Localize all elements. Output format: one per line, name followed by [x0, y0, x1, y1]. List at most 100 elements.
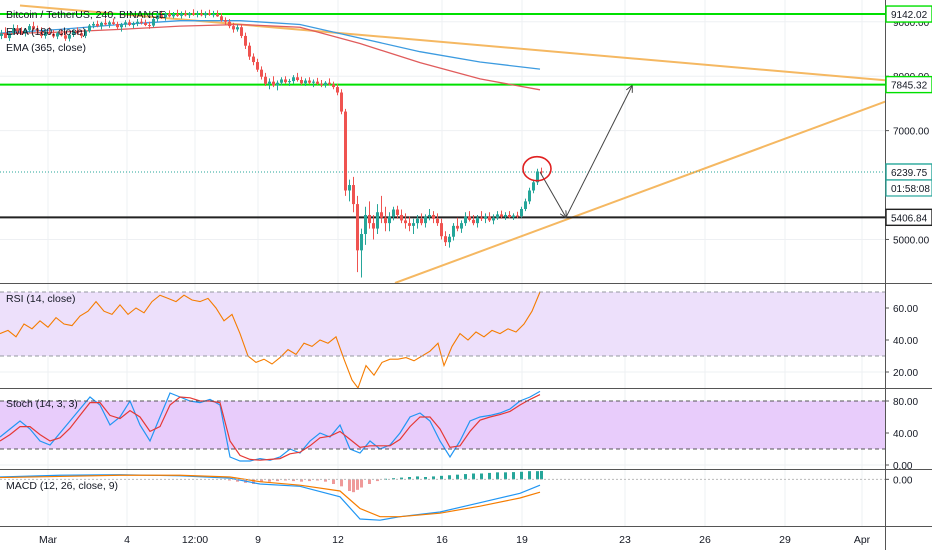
candle-body: [52, 33, 55, 37]
candle-body: [304, 80, 307, 84]
candle-body: [196, 13, 199, 15]
candle-body: [112, 22, 115, 24]
stoch-tick: 40.00: [893, 429, 918, 440]
macd-histogram-bar: [408, 477, 411, 480]
macd-histogram-bar: [360, 479, 363, 488]
candle-body: [512, 215, 515, 218]
horizontal-levels: [0, 13, 885, 219]
candle-body: [372, 223, 375, 229]
candle-body: [416, 218, 419, 224]
candle-body: [540, 171, 543, 173]
ema180-label: EMA (180, close): [6, 26, 86, 38]
annotations: [522, 86, 632, 217]
macd-histogram-bar: [300, 479, 303, 482]
candle-body: [324, 82, 327, 85]
candle-body: [284, 79, 287, 83]
time-tick: 9: [255, 534, 261, 546]
candle-body: [524, 201, 527, 209]
candle-body: [216, 14, 219, 17]
stoch-d-line: [0, 394, 541, 461]
candle-body: [108, 22, 111, 25]
price-label: 9142.02: [891, 10, 928, 21]
candle-body: [236, 27, 239, 30]
stoch-tick: 80.00: [893, 397, 918, 408]
candle-body: [296, 77, 299, 81]
macd-histogram-bar: [432, 476, 435, 480]
macd-histogram-bar: [512, 472, 515, 480]
macd-histogram-bar: [488, 472, 491, 480]
candle-body: [388, 216, 391, 224]
candle-body: [396, 209, 399, 215]
candle-body: [208, 13, 211, 15]
candle-body: [276, 82, 279, 86]
candle-body: [316, 81, 319, 84]
time-tick: 16: [436, 534, 448, 546]
macd-histogram-bar: [252, 479, 255, 484]
candle-body: [516, 215, 519, 217]
macd-histogram-bar: [276, 479, 279, 482]
macd-histogram-bar: [424, 477, 427, 480]
candle-body: [392, 209, 395, 217]
trend-line-lower: [394, 100, 885, 283]
highlight-circle: [522, 155, 552, 182]
candle-body: [528, 190, 531, 202]
candle-body: [64, 35, 67, 39]
candle-body: [44, 32, 47, 36]
chart-title: Bitcoin / TetherUS, 240, BINANCE: [6, 9, 166, 21]
candle-body: [48, 32, 51, 34]
time-tick: 26: [699, 534, 711, 546]
macd-histogram-bar: [464, 474, 467, 480]
candle-body: [332, 84, 335, 88]
candle-body: [176, 14, 179, 16]
time-tick: Apr: [854, 534, 871, 546]
candle-body: [164, 13, 167, 18]
candle-body: [364, 214, 367, 235]
macd-histogram-bar: [332, 479, 335, 484]
price-label: 7845.32: [891, 81, 928, 92]
macd-histogram-bar: [340, 479, 343, 487]
macd-histogram-bar: [528, 471, 531, 480]
candle-body: [412, 223, 415, 226]
candle-body: [240, 27, 243, 36]
rsi-label: RSI (14, close): [6, 293, 75, 305]
candle-body: [84, 31, 87, 36]
macd-histogram-bar: [284, 479, 287, 481]
candle-body: [144, 22, 147, 26]
rsi-tick: 20.00: [893, 368, 918, 379]
price-tick: 7000.00: [893, 127, 930, 138]
candle-body: [76, 31, 79, 34]
candle-body: [500, 214, 503, 217]
candle-body: [264, 76, 267, 84]
macd-histogram-bar: [472, 473, 475, 480]
candles: [0, 9, 543, 278]
price-tick: 5000.00: [893, 235, 930, 246]
candle-body: [448, 236, 451, 243]
time-tick: Mar: [39, 534, 58, 546]
candle-body: [476, 217, 479, 224]
candle-body: [268, 81, 271, 84]
candle-body: [180, 13, 183, 16]
candle-body: [428, 214, 431, 217]
rsi-line: [0, 291, 541, 388]
candle-body: [92, 23, 95, 26]
macd-histogram-bar: [268, 479, 271, 482]
candle-body: [68, 34, 71, 39]
price-label-box: [885, 5, 932, 23]
candle-body: [20, 31, 23, 34]
macd-histogram-bar: [504, 472, 507, 480]
time-tick: 12:00: [182, 534, 208, 546]
candle-body: [260, 69, 263, 77]
macd-histogram-bar: [368, 479, 371, 484]
time-tick: 12: [332, 534, 344, 546]
macd-tick: 0.00: [893, 475, 913, 486]
candle-body: [452, 225, 455, 237]
candle-body: [336, 87, 339, 93]
stoch-band: [0, 401, 885, 449]
candle-body: [288, 81, 291, 83]
candle-body: [344, 111, 347, 191]
time-tick: 23: [619, 534, 631, 546]
candle-body: [292, 77, 295, 82]
candle-body: [56, 33, 59, 37]
candle-body: [328, 82, 331, 85]
